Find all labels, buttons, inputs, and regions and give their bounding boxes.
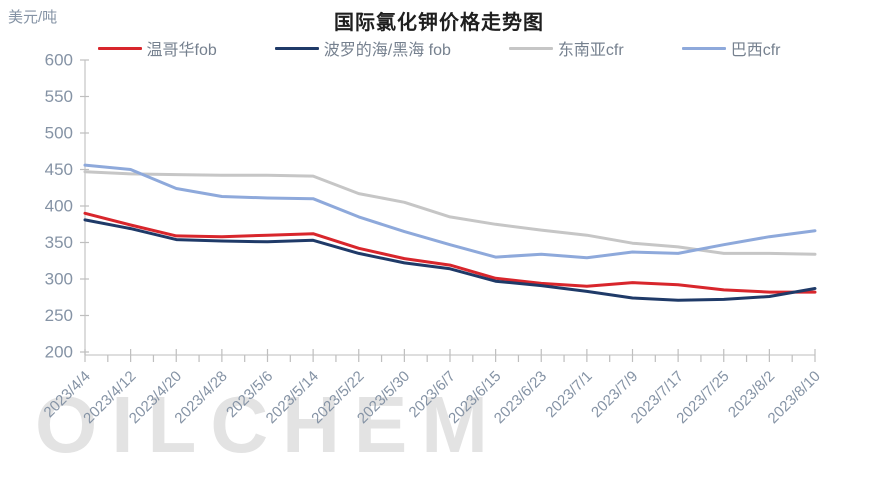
legend-label: 温哥华fob — [147, 36, 217, 60]
series-line-0 — [85, 213, 815, 292]
legend-item-brazil-cfr: 巴西cfr — [682, 36, 781, 60]
y-tick-label: 200 — [45, 343, 73, 362]
y-tick-label: 250 — [45, 306, 73, 325]
series-line-3 — [85, 165, 815, 258]
legend-item-vancouver-fob: 温哥华fob — [98, 36, 217, 60]
legend-item-baltic-blacksea-fob: 波罗的海/黑海 fob — [275, 36, 451, 60]
y-tick-label: 300 — [45, 270, 73, 289]
legend-line-swatch — [98, 47, 142, 50]
chart-title: 国际氯化钾价格走势图 — [0, 6, 878, 35]
y-tick-label: 400 — [45, 197, 73, 216]
legend-label: 巴西cfr — [731, 36, 781, 60]
legend-line-swatch — [509, 47, 553, 50]
y-tick-label: 500 — [45, 124, 73, 143]
price-trend-chart: OILCHEM6005505004504003503002502002023/4… — [0, 0, 878, 477]
chart-page: OILCHEM6005505004504003503002502002023/4… — [0, 0, 878, 477]
legend-item-southeast-asia-cfr: 东南亚cfr — [509, 36, 624, 60]
y-tick-label: 550 — [45, 87, 73, 106]
chart-legend: 温哥华fob 波罗的海/黑海 fob 东南亚cfr 巴西cfr — [0, 36, 878, 60]
legend-label: 东南亚cfr — [558, 36, 624, 60]
legend-line-swatch — [275, 47, 319, 50]
y-tick-label: 350 — [45, 233, 73, 252]
x-tick-label: 2023/7/1 — [542, 368, 595, 421]
y-tick-label: 450 — [45, 160, 73, 179]
legend-line-swatch — [682, 47, 726, 50]
legend-label: 波罗的海/黑海 fob — [324, 36, 451, 60]
series-line-2 — [85, 172, 815, 255]
